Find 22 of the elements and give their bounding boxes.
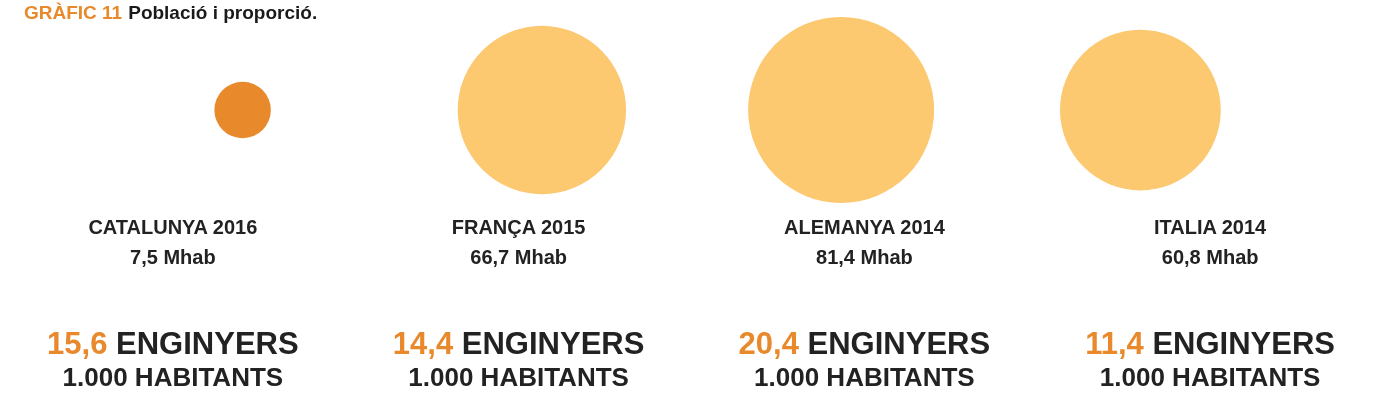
category-label: ITALIA 2014 — [1153, 215, 1268, 240]
category-label: ALEMANYA 2014 — [782, 215, 946, 240]
data-label: 7,5 Mhab — [129, 245, 217, 270]
text: 1.000 HABITANTS — [407, 362, 630, 392]
text: Població i proporció. — [128, 2, 318, 23]
data-label: 81,4 Mhab — [815, 245, 914, 270]
text: ENGINYERS — [1152, 326, 1336, 361]
text: ENGINYERS — [807, 326, 991, 361]
category-label: CATALUNYA 2016 — [87, 215, 259, 240]
text: ENGINYERS — [116, 326, 299, 361]
data-label: 66,7 Mhab — [469, 245, 568, 270]
text: 15,6 — [47, 326, 108, 361]
text: 1.000 HABITANTS — [61, 362, 285, 392]
text: ENGINYERS — [461, 326, 645, 361]
data-label: 60,8 Mhab — [1160, 245, 1260, 270]
text: 20,4 — [738, 326, 799, 361]
text: 1.000 HABITANTS — [1098, 362, 1322, 392]
text: 14,4 — [392, 326, 454, 361]
category-label: FRANÇA 2015 — [450, 215, 587, 240]
text: 1.000 HABITANTS — [753, 362, 976, 392]
text: 11,4 — [1085, 326, 1144, 361]
text: GRÀFIC 11 — [24, 2, 123, 23]
